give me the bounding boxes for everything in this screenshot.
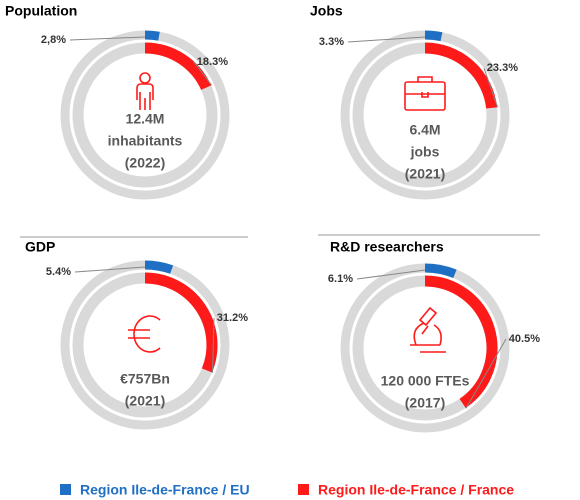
eu-label: 5.4% bbox=[46, 266, 71, 278]
center-text: (2021) bbox=[125, 393, 165, 409]
france-arc bbox=[144, 272, 218, 373]
center-text: (2022) bbox=[125, 155, 165, 171]
center-text: inhabitants bbox=[108, 133, 183, 149]
panel-title: R&D researchers bbox=[330, 239, 444, 255]
eu-arc bbox=[424, 263, 457, 279]
leader-line bbox=[483, 67, 499, 108]
panel-title: Population bbox=[5, 3, 77, 19]
eu-arc bbox=[144, 260, 174, 274]
leader-line bbox=[465, 338, 507, 409]
center-text: 120 000 FTEs bbox=[381, 373, 470, 389]
center-text: (2021) bbox=[405, 166, 445, 182]
leader-line bbox=[74, 266, 146, 273]
eu-label: 2,8% bbox=[41, 34, 66, 46]
leader-line bbox=[193, 61, 213, 86]
center-text: 6.4M bbox=[409, 122, 440, 138]
leader-line bbox=[347, 36, 426, 43]
panel-title: Jobs bbox=[310, 3, 343, 19]
euro-icon bbox=[128, 315, 161, 353]
center-text: jobs bbox=[410, 144, 440, 160]
leader-line bbox=[356, 269, 426, 280]
france-arc bbox=[144, 42, 212, 91]
center-text: (2017) bbox=[405, 395, 445, 411]
france-label: 23.3% bbox=[487, 62, 518, 74]
legend-label: Region Ile-de-France / France bbox=[318, 482, 514, 498]
france-label: 18.3% bbox=[197, 56, 228, 68]
leader-line bbox=[212, 317, 215, 373]
legend-swatch bbox=[298, 484, 309, 495]
eu-label: 3.3% bbox=[319, 36, 344, 48]
france-arc bbox=[424, 275, 498, 408]
france-label: 31.2% bbox=[217, 312, 248, 324]
center-text: €757Bn bbox=[120, 371, 170, 387]
eu-arc bbox=[424, 30, 443, 42]
legend-label: Region Ile-de-France / EU bbox=[80, 482, 250, 498]
center-text: 12.4M bbox=[126, 111, 165, 127]
panel-title: GDP bbox=[25, 239, 55, 255]
eu-arc bbox=[144, 30, 160, 41]
france-label: 40.5% bbox=[509, 333, 540, 345]
microscope-icon bbox=[410, 306, 446, 353]
leader-line bbox=[69, 36, 146, 41]
briefcase-icon bbox=[404, 76, 446, 111]
legend-swatch bbox=[60, 484, 71, 495]
france-arc bbox=[424, 42, 498, 109]
eu-label: 6.1% bbox=[328, 273, 353, 285]
person-icon bbox=[136, 72, 154, 110]
